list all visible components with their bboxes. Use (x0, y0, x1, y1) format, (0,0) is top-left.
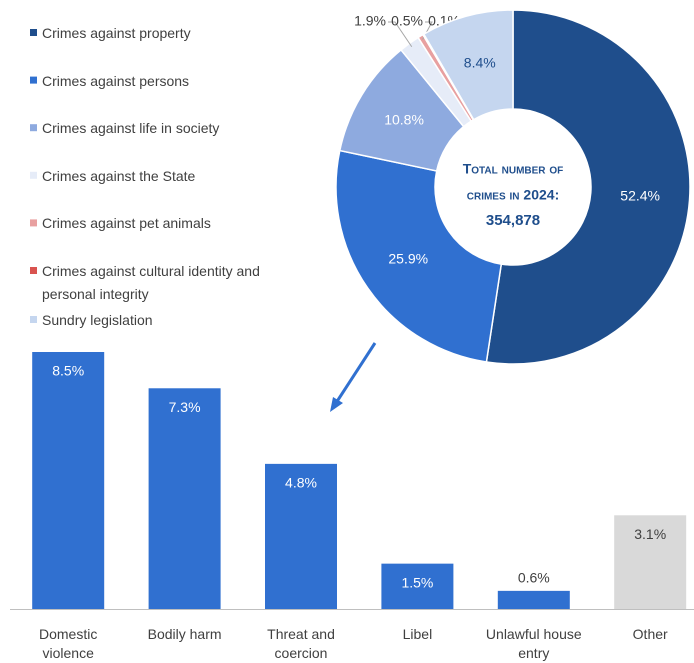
value-label: 4.8% (285, 475, 317, 491)
x-tick-label: Libel (402, 626, 433, 642)
value-label: 8.4% (464, 55, 496, 71)
bar (148, 388, 221, 609)
value-label: 1.9% (354, 13, 386, 29)
legend-label: Crimes against pet animals (42, 215, 211, 232)
bar (265, 463, 337, 609)
value-label: 0.5% (391, 13, 423, 29)
leader-line (388, 21, 413, 48)
legend-label: Crimes against the State (42, 167, 196, 184)
legend-swatch (30, 171, 37, 179)
x-tick-label: Threat and coercion (267, 626, 335, 661)
value-label: 10.8% (384, 111, 424, 127)
legend-label: Crimes against property (42, 25, 191, 41)
x-tick-label: Other (632, 626, 668, 642)
center-text: Total number of (463, 161, 564, 177)
value-label: 3.1% (634, 526, 666, 542)
legend-label: Crimes against life in society (42, 120, 220, 137)
x-tick-label: Bodily harm (147, 626, 222, 642)
bar (32, 352, 105, 609)
legend-swatch (30, 219, 37, 227)
value-label: 25.9% (388, 250, 428, 266)
legend-label: Crimes against persons (42, 72, 190, 89)
value-label: 7.3% (169, 399, 201, 415)
bar (497, 590, 570, 609)
legend-swatch (30, 76, 37, 84)
center-text: crimes in 2024: (467, 187, 559, 203)
legend-swatch (30, 267, 37, 274)
value-label: 52.4% (620, 187, 660, 203)
x-tick-label: Unlawful house entry (485, 626, 582, 661)
value-label: 1.5% (401, 574, 433, 590)
donut-segment (335, 149, 503, 363)
legend-swatch (30, 29, 37, 36)
donut-segment (422, 9, 514, 121)
legend-label: Crimes against cultural identity and per… (42, 263, 260, 302)
legend-swatch (30, 316, 37, 323)
x-tick-label: Domestic violence (39, 626, 98, 661)
bar (614, 515, 687, 609)
value-label: 8.5% (52, 363, 84, 379)
donut-segment (485, 9, 691, 365)
arrow (334, 342, 377, 404)
center-text: 354,878 (486, 212, 540, 229)
legend-swatch (30, 124, 37, 132)
value-label: 0.6% (518, 570, 550, 586)
legend-label: Sundry legislation (42, 312, 153, 328)
bar (381, 563, 454, 609)
arrow-head (330, 397, 343, 412)
